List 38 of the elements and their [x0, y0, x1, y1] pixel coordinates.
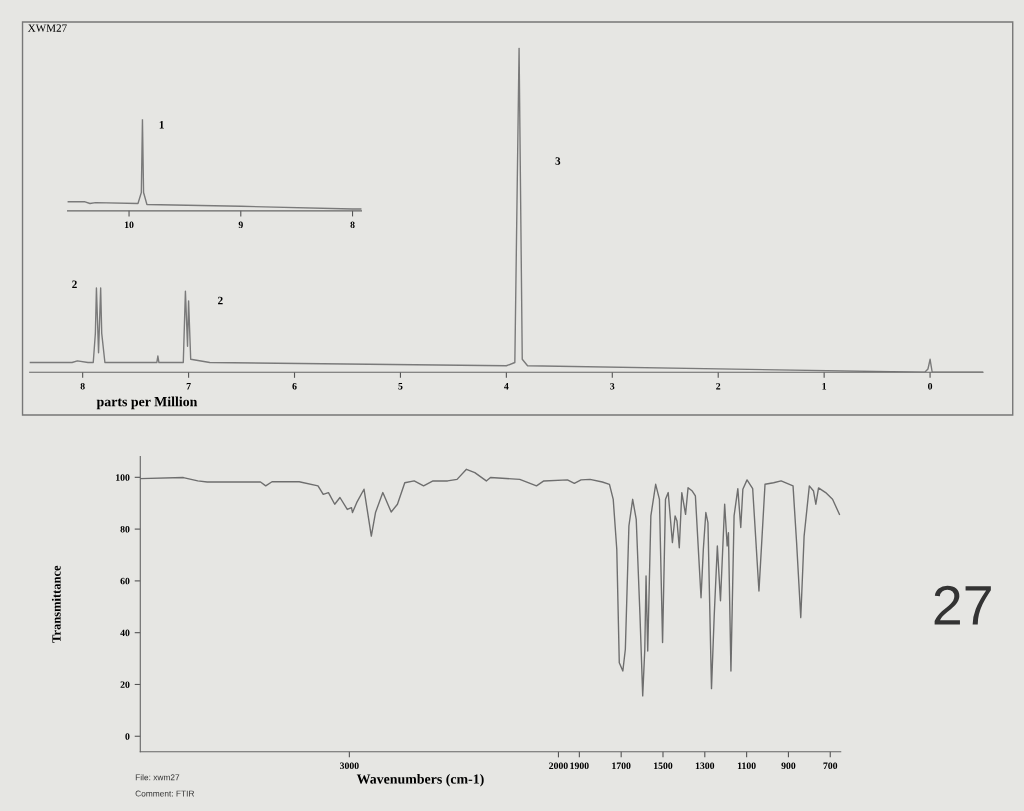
x-tick-label: 5: [398, 383, 403, 390]
x-tick-label: 3: [610, 382, 615, 390]
y-tick-label: 40: [120, 629, 130, 637]
text: 27: [934, 585, 991, 625]
y-axis-title: Transmittance: [51, 565, 61, 643]
annotation: 3: [555, 157, 561, 165]
x-tick-label: 1300: [695, 762, 715, 770]
y-tick-label: 0: [125, 733, 130, 740]
text: Comment: FTIR: [135, 790, 195, 797]
x-tick-label: 2: [716, 382, 721, 390]
x-tick-label: 1100: [737, 762, 756, 770]
x-axis-title: parts per Million: [96, 396, 198, 410]
x-tick-label: 0: [928, 382, 933, 390]
x-tick-label: 9: [238, 221, 243, 229]
x-tick-label: 1: [822, 382, 827, 390]
annotation: 2: [218, 296, 223, 305]
x-tick-label: 7: [186, 383, 191, 390]
chart-title: XWM27: [27, 24, 67, 32]
y-tick-label: 60: [120, 577, 130, 585]
x-tick-label: 1900: [570, 762, 589, 770]
x-tick-label: 3000: [340, 762, 359, 770]
y-tick-label: 20: [120, 681, 130, 688]
text: File: xwm27: [135, 774, 180, 781]
x-tick-label: 2000: [549, 762, 568, 770]
x-axis-title: Wavenumbers (cm-1): [356, 773, 484, 787]
x-tick-label: 8: [350, 221, 355, 229]
x-tick-label: 1700: [612, 762, 631, 770]
x-tick-label: 4: [504, 383, 509, 390]
x-tick-label: 1500: [654, 762, 673, 770]
x-tick-label: 8: [80, 382, 85, 390]
x-tick-label: 10: [124, 221, 134, 229]
y-tick-label: 100: [116, 474, 130, 481]
x-tick-label: 6: [292, 382, 297, 390]
annotation: 2: [72, 280, 77, 288]
annotation: 1: [159, 121, 164, 129]
y-tick-label: 80: [120, 526, 130, 533]
x-tick-label: 700: [823, 762, 838, 770]
x-tick-label: 900: [781, 762, 796, 770]
